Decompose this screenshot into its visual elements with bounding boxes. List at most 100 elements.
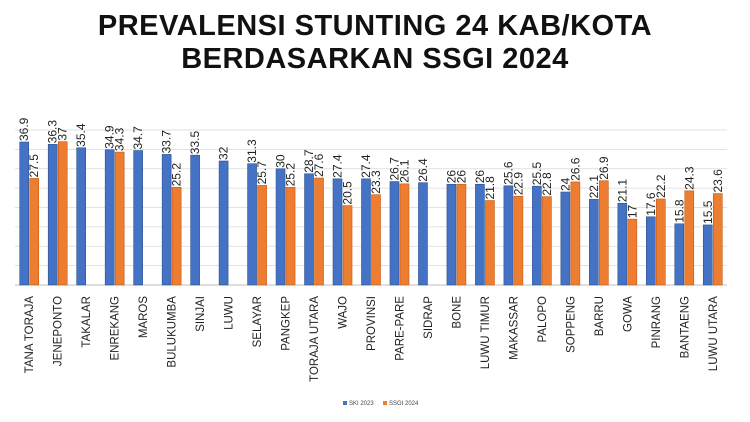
- bar-ssgi-2024: [314, 177, 324, 286]
- bar-ski-2023: [190, 154, 200, 286]
- data-label-ski-2023: 27.4: [359, 154, 373, 178]
- legend-item-ssgi-2024-label: SSGI 2024: [389, 401, 419, 407]
- bar-ssgi-2024: [285, 187, 296, 286]
- category-label: PANGKEP: [281, 296, 293, 351]
- data-label-ski-2023: 28.7: [302, 149, 316, 173]
- bar-ssgi-2024: [399, 183, 410, 286]
- category-label: JENEPONTO: [53, 296, 65, 366]
- bar-ski-2023: [589, 199, 599, 286]
- bar-ssgi-2024: [513, 195, 524, 286]
- category-label: PARE-PARE: [394, 296, 406, 361]
- bar-ski-2023: [560, 191, 571, 286]
- bar-ssgi-2024: [342, 205, 353, 286]
- bar-ski-2023: [702, 224, 713, 286]
- bar-ssgi-2024: [542, 196, 552, 286]
- data-label-ssgi-2024: 26.6: [568, 157, 582, 181]
- bar-ski-2023: [247, 163, 257, 286]
- category-label: SOPPENG: [565, 296, 577, 353]
- category-label: TAKALAR: [81, 296, 93, 348]
- bar-ssgi-2024: [627, 218, 638, 286]
- bar-ssgi-2024: [655, 198, 666, 286]
- category-label: SIDRAP: [423, 296, 435, 339]
- category-label: LUWU: [224, 296, 236, 330]
- data-label-ski-2023: 33.7: [160, 130, 174, 154]
- legend-item-ski-2023-swatch: [343, 401, 347, 405]
- bar-ssgi-2024: [57, 141, 68, 286]
- bar-ssgi-2024: [456, 183, 467, 286]
- category-label: TORAJA UTARA: [309, 296, 321, 382]
- bar-ski-2023: [617, 202, 628, 286]
- data-label-ssgi-2024: 20.5: [341, 181, 355, 205]
- data-label-ski-2023: 36.9: [17, 117, 31, 141]
- bar-ski-2023: [76, 147, 86, 286]
- category-labels: TANA TORAJA JENEPONTO TAKALAR ENREKANG MAROS…: [24, 296, 720, 382]
- data-labels: 36.9 27.5 36.337 35.4 34.934.3 34.7 33.7 25.2 33…: [17, 117, 725, 224]
- data-label-ssgi-2024: 25.2: [170, 163, 184, 187]
- category-label: LUWU UTARA: [708, 296, 720, 372]
- data-label-ski-2023: 36.3: [46, 120, 60, 144]
- bar-ssgi-2024: [171, 187, 182, 286]
- data-label-ssgi-2024: 37: [56, 127, 70, 141]
- bar-ssgi-2024: [684, 190, 695, 286]
- chart-title: PREVALENSI STUNTING 24 KAB/KOTA BERDASAR…: [0, 10, 750, 76]
- data-label-ssgi-2024: 22.8: [540, 172, 554, 196]
- data-label-ski-2023: 34.7: [131, 126, 145, 150]
- data-label-ssgi-2024: 26.9: [597, 156, 611, 180]
- data-label-ski-2023: 15.5: [701, 200, 715, 224]
- data-label-ski-2023: 17.6: [644, 192, 658, 216]
- data-label-ski-2023: 26: [444, 170, 458, 184]
- data-label-ski-2023: 26.4: [416, 158, 430, 182]
- category-label: MAKASSAR: [508, 296, 520, 360]
- category-label: BONE: [451, 296, 463, 329]
- bar-ssgi-2024: [114, 151, 125, 286]
- data-label-ssgi-2024: 27.6: [312, 153, 326, 177]
- data-label-ski-2023: 32: [217, 146, 231, 160]
- data-label-ski-2023: 21.1: [615, 179, 629, 203]
- category-label: BULUKUMBA: [167, 296, 179, 368]
- bar-ski-2023: [446, 183, 457, 286]
- data-label-ssgi-2024: 26.1: [397, 159, 411, 183]
- legend: SKI 2023 SSGI 2024: [343, 401, 419, 407]
- bar-ssgi-2024: [371, 194, 381, 286]
- bars: [19, 141, 723, 286]
- data-label-ski-2023: 33.5: [188, 131, 202, 155]
- bar-ski-2023: [332, 178, 343, 286]
- data-label-ski-2023: 35.4: [74, 123, 88, 147]
- bar-ski-2023: [304, 173, 314, 286]
- chart-title-line-2: BERDASARKAN SSGI 2024: [181, 43, 569, 75]
- data-label-ski-2023: 34.9: [103, 125, 117, 149]
- category-label: SELAYAR: [252, 296, 264, 347]
- data-label-ssgi-2024: 21.8: [483, 176, 497, 200]
- bar-ski-2023: [19, 141, 30, 286]
- bar-ski-2023: [133, 150, 143, 286]
- data-label-ssgi-2024: 27.5: [27, 154, 41, 178]
- bar-ski-2023: [161, 154, 172, 286]
- bar-ski-2023: [532, 185, 542, 286]
- data-label-ski-2023: 26.7: [387, 157, 401, 181]
- category-label: WAJO: [338, 296, 350, 329]
- category-label: TANA TORAJA: [24, 296, 36, 374]
- data-label-ssgi-2024: 25.2: [284, 163, 298, 187]
- data-label-ssgi-2024: 22.2: [654, 174, 668, 198]
- data-label-ssgi-2024: 23.6: [711, 169, 725, 193]
- data-label-ssgi-2024: 24.3: [682, 166, 696, 190]
- bar-ski-2023: [674, 223, 685, 286]
- data-label-ssgi-2024: 17: [625, 204, 639, 218]
- data-label-ski-2023: 24: [558, 177, 572, 191]
- category-label: PROVINSI: [366, 296, 378, 351]
- bar-ski-2023: [503, 185, 514, 286]
- data-label-ski-2023: 25.6: [501, 161, 515, 185]
- category-label: BANTAENG: [679, 296, 691, 358]
- data-label-ski-2023: 25.5: [530, 162, 544, 186]
- chart-title-line-1: PREVALENSI STUNTING 24 KAB/KOTA: [97, 10, 653, 42]
- bar-ski-2023: [218, 160, 229, 286]
- bar-ski-2023: [418, 182, 428, 286]
- data-label-ski-2023: 15.8: [672, 199, 686, 223]
- data-label-ski-2023: 26: [473, 170, 487, 184]
- data-label-ssgi-2024: 26: [454, 170, 468, 184]
- data-label-ski-2023: 27.4: [331, 154, 345, 178]
- data-label-ski-2023: 22.1: [587, 175, 601, 199]
- category-label: PALOPO: [537, 296, 549, 342]
- data-label-ssgi-2024: 34.3: [113, 127, 127, 151]
